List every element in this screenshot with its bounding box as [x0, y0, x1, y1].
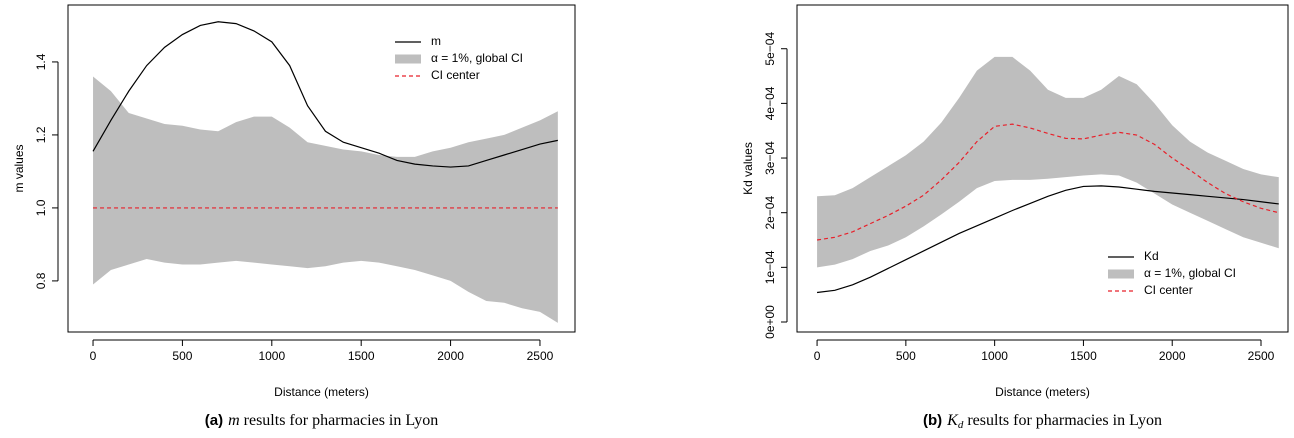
- caption-label: (a): [205, 412, 223, 429]
- confidence-band: [817, 56, 1279, 268]
- x-tick-label: 1000: [981, 349, 1008, 363]
- y-tick-label: 2e−04: [763, 196, 777, 230]
- caption-text: results for pharmacies in Lyon: [967, 412, 1162, 429]
- x-tick-label: 0: [90, 349, 97, 363]
- plot-box: [796, 4, 1289, 333]
- caption-symbol: m: [228, 412, 240, 429]
- legend-label: CI center: [431, 68, 480, 82]
- y-axis-title: m values: [12, 144, 26, 192]
- y-tick-label: 1e−04: [763, 250, 777, 284]
- x-tick-label: 500: [896, 349, 916, 363]
- caption: (a) m results for pharmacies in Lyon: [205, 412, 439, 429]
- x-axis-title: Distance (meters): [274, 385, 369, 399]
- legend-label: α = 1%, global CI: [431, 51, 523, 65]
- y-tick-label: 3e−04: [763, 141, 777, 175]
- x-tick-label: 500: [172, 349, 192, 363]
- caption-label: (b): [923, 412, 942, 429]
- legend-label: Kd: [1144, 249, 1159, 263]
- caption-symbol: K: [946, 412, 959, 429]
- y-tick-label: 4e−04: [763, 86, 777, 120]
- panel: 0 500 1000 1500 2000 2500 0e+00 1e−04 2e−04 3e−04…: [741, 4, 1289, 431]
- confidence-band: [93, 76, 558, 323]
- caption: (b) Kd results for pharmacies in Lyon: [923, 412, 1162, 431]
- y-tick-label: 5e−04: [763, 32, 777, 66]
- y-tick-label: 1.0: [34, 199, 48, 216]
- x-tick-label: 2500: [1248, 349, 1275, 363]
- x-tick-label: 1000: [258, 349, 285, 363]
- y-tick-label: 0e+00: [763, 305, 777, 339]
- x-tick-label: 1500: [348, 349, 375, 363]
- data-line: [92, 21, 558, 168]
- data-line: [816, 185, 1279, 294]
- plot-box: [67, 4, 576, 333]
- legend-label: α = 1%, global CI: [1144, 266, 1236, 280]
- y-tick-label: 1.4: [34, 53, 48, 70]
- x-tick-label: 2000: [1159, 349, 1186, 363]
- legend-label: CI center: [1144, 283, 1193, 297]
- y-tick-label: 0.8: [34, 272, 48, 289]
- caption-subscript: d: [958, 419, 964, 431]
- legend-label: m: [431, 34, 441, 48]
- caption-text: results for pharmacies in Lyon: [244, 412, 439, 429]
- x-tick-label: 2000: [437, 349, 464, 363]
- x-tick-label: 0: [814, 349, 821, 363]
- x-tick-label: 2500: [527, 349, 554, 363]
- x-tick-label: 1500: [1070, 349, 1097, 363]
- y-axis-title: Kd values: [741, 142, 755, 195]
- panel: 0 500 1000 1500 2000 2500 0.8 1.0 1.2 1.4 Distance…: [12, 4, 576, 429]
- y-tick-label: 1.2: [34, 126, 48, 143]
- x-axis-title: Distance (meters): [995, 385, 1090, 399]
